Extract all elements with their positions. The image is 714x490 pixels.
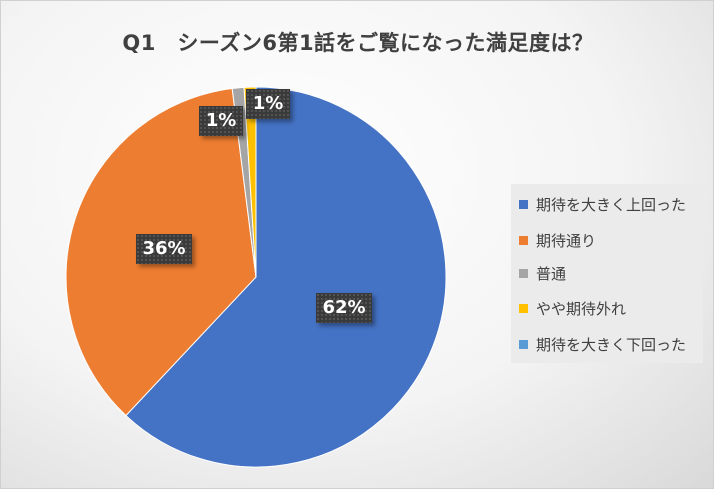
data-label: 1% bbox=[199, 106, 243, 136]
legend-swatch bbox=[519, 339, 528, 349]
legend-item: 期待を大きく上回った bbox=[519, 194, 686, 214]
legend-item: 期待通り bbox=[519, 230, 596, 250]
legend-swatch bbox=[519, 235, 528, 245]
data-label: 1% bbox=[246, 89, 290, 119]
legend-swatch bbox=[519, 199, 528, 209]
legend-label: やや期待外れ bbox=[536, 299, 627, 318]
legend-item: 期待を大きく下回った bbox=[519, 334, 686, 354]
legend-label: 期待通り bbox=[536, 231, 597, 250]
legend-swatch bbox=[519, 303, 528, 313]
pie-slice-3 bbox=[243, 86, 257, 278]
legend-item: やや期待外れ bbox=[519, 298, 626, 318]
legend-swatch bbox=[519, 268, 528, 278]
data-label: 36% bbox=[136, 234, 192, 264]
legend-item: 普通 bbox=[519, 263, 566, 283]
legend-label: 期待を大きく上回った bbox=[536, 195, 687, 214]
pie-slice-0 bbox=[125, 86, 447, 468]
legend: 期待を大きく上回った 期待通り普通やや期待外れ期待を大きく下回った bbox=[511, 184, 703, 363]
data-label: 62% bbox=[316, 293, 372, 323]
legend-label: 普通 bbox=[536, 264, 567, 283]
chart-title: Q1 シーズン6第1話をご覧になった満足度は？ bbox=[122, 31, 594, 55]
legend-label: 期待を大きく下回った bbox=[536, 335, 687, 354]
